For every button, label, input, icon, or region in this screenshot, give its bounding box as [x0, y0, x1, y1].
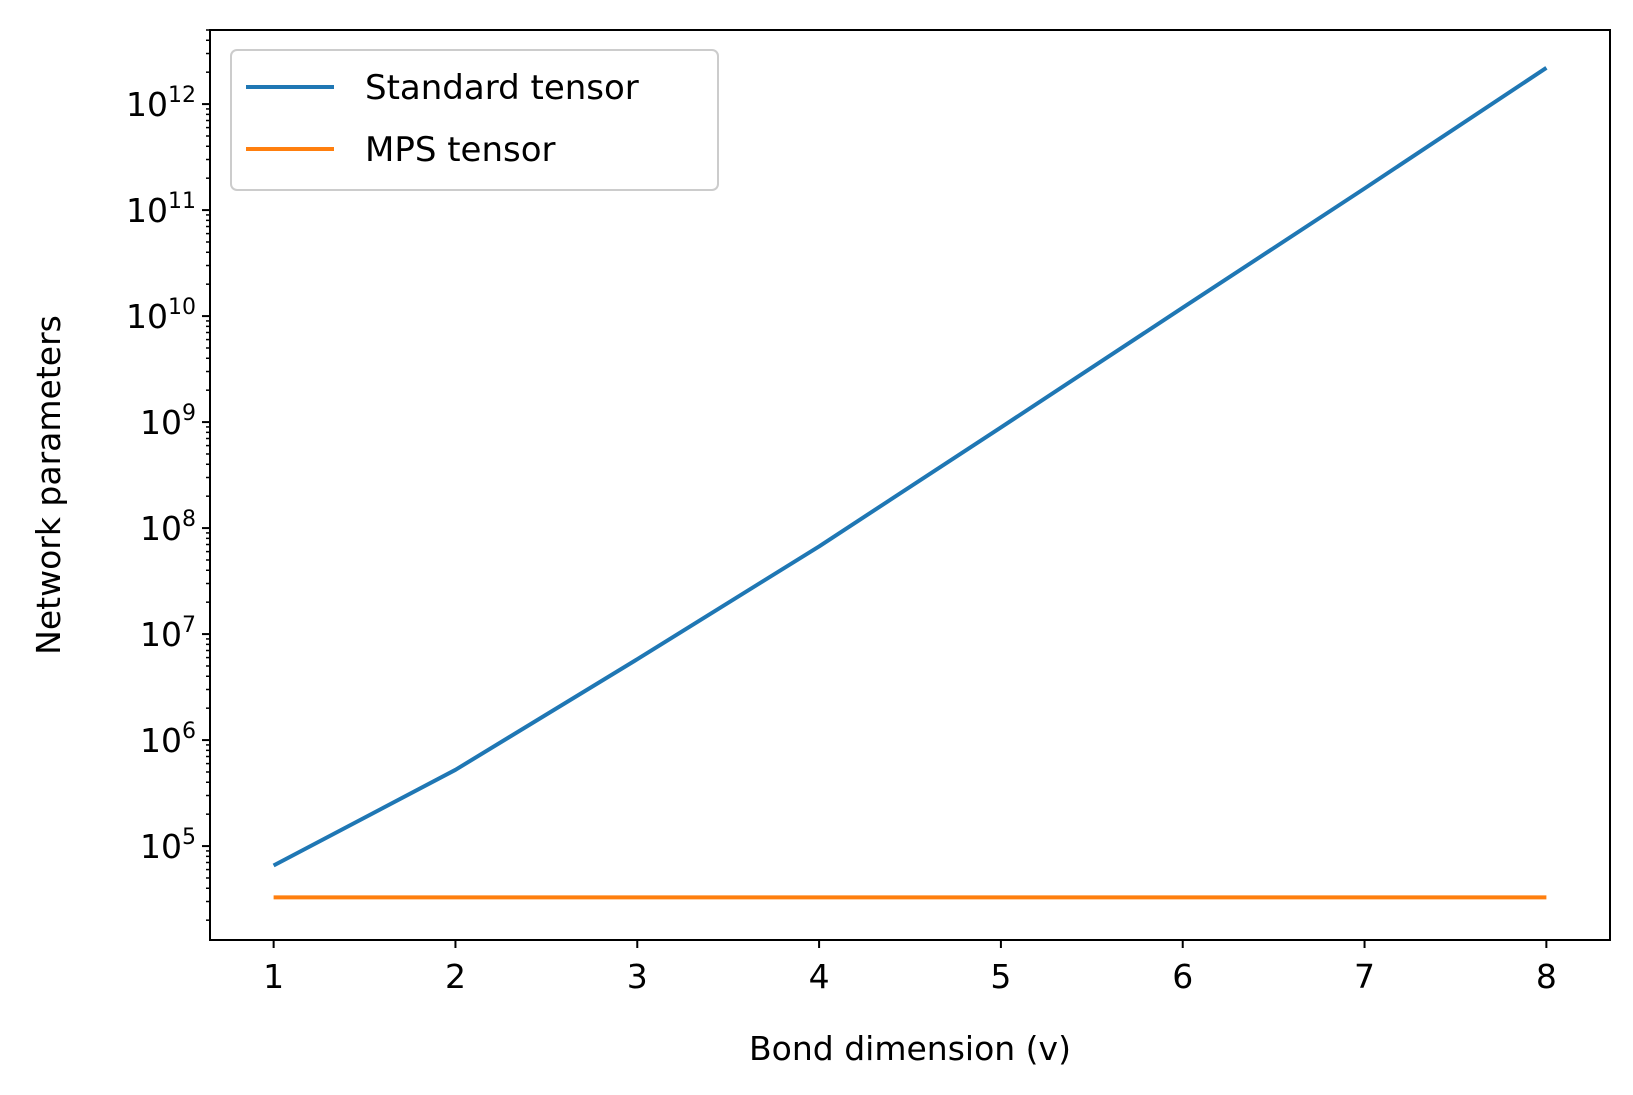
x-tick-label: 2 — [445, 957, 466, 996]
series-layer — [272, 66, 1548, 900]
legend: Standard tensor MPS tensor — [230, 49, 719, 191]
x-tick-label: 5 — [990, 957, 1011, 996]
plot-frame — [209, 29, 1611, 941]
y-axis-label: Network parameters — [29, 315, 68, 655]
legend-label-mps-tensor: MPS tensor — [365, 130, 556, 170]
x-tick-label: 4 — [809, 957, 830, 996]
y-tick-label: 105 — [140, 825, 196, 866]
x-tick-label: 7 — [1354, 957, 1375, 996]
legend-box — [230, 49, 719, 191]
y-tick-label: 1012 — [126, 83, 196, 124]
x-axis-ticks: 1 2 3 4 5 6 7 8 — [263, 940, 1557, 996]
x-tick-label: 8 — [1536, 957, 1557, 996]
y-tick-label: 106 — [140, 719, 196, 760]
y-tick-label: 109 — [140, 401, 196, 442]
y-tick-label: 1011 — [126, 189, 196, 230]
y-tick-label: 1010 — [126, 295, 196, 336]
y-tick-label: 107 — [140, 613, 196, 654]
x-tick-label: 3 — [627, 957, 648, 996]
y-axis-ticks: 105 106 107 108 109 1010 1011 1012 — [126, 83, 210, 866]
series-line-standard-tensor — [272, 66, 1548, 868]
y-tick-label: 108 — [140, 507, 196, 548]
legend-label-standard-tensor: Standard tensor — [365, 68, 639, 108]
x-tick-label: 1 — [263, 957, 284, 996]
x-axis-label: Bond dimension (v) — [749, 1029, 1071, 1068]
x-tick-label: 6 — [1172, 957, 1193, 996]
